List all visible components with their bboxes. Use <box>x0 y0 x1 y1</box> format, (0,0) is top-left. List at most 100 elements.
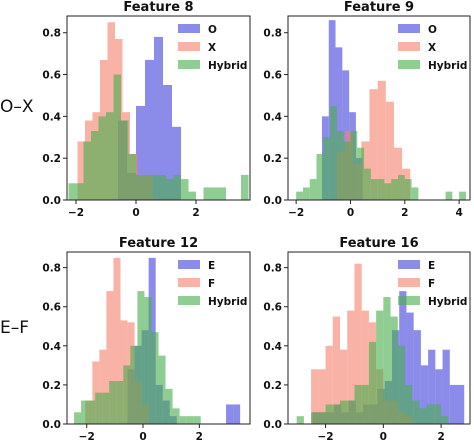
legend: OX Hybrid <box>178 24 247 72</box>
histogram-bar <box>390 316 398 424</box>
histogram-bar <box>361 310 369 424</box>
histogram-bar <box>123 365 131 424</box>
histogram-bar <box>81 400 89 424</box>
histogram-bar <box>420 365 429 424</box>
histogram-bar <box>347 400 355 424</box>
legend-swatch <box>178 278 200 287</box>
axes-frame <box>66 251 251 425</box>
histogram-bar <box>398 174 405 200</box>
legend-label: Hybrid <box>428 296 467 308</box>
histogram-bar <box>98 116 106 200</box>
histogram-bar <box>413 330 421 424</box>
legend-swatch <box>398 24 420 33</box>
histogram-bar <box>393 147 403 200</box>
histogram-bar <box>449 384 457 424</box>
legend-swatch <box>398 260 420 269</box>
histogram-bar <box>340 349 348 424</box>
histogram-bar <box>459 191 466 200</box>
histogram-bar <box>405 384 413 424</box>
legend-label: E <box>208 260 215 272</box>
histogram-bar <box>102 392 110 424</box>
histogram-bar <box>384 183 392 200</box>
histogram-bar <box>193 416 201 424</box>
histogram-bar <box>364 168 371 200</box>
series-hybrid <box>74 291 201 424</box>
subplot-3: Feature 12 0.0 0.2 0.4 0.6 0.8 −2 0 2 EF Hybrid <box>42 236 251 440</box>
histogram-bar <box>163 85 172 200</box>
histogram-bar <box>113 74 121 200</box>
histogram-bar <box>323 137 331 200</box>
y-tick-label: 0.6 <box>42 70 61 82</box>
legend-swatch <box>178 24 200 33</box>
histogram-bar <box>77 141 85 200</box>
histogram-bar <box>116 381 124 424</box>
legend-swatch <box>178 260 200 269</box>
histogram-bar <box>316 154 324 200</box>
histogram-bar <box>166 179 174 200</box>
y-tick-label: 0.2 <box>263 380 282 392</box>
histogram-bar <box>144 296 152 424</box>
histogram-bar <box>397 345 405 424</box>
histogram-bar <box>211 187 219 200</box>
histogram-bar <box>107 22 115 200</box>
histogram-bar <box>296 191 303 200</box>
histogram-bar <box>83 141 91 200</box>
histogram-bar <box>441 416 449 424</box>
histogram-bar <box>143 174 151 200</box>
axes-frame <box>66 15 251 201</box>
x-tick-label: 4 <box>455 207 462 219</box>
histogram-bar <box>354 384 362 424</box>
histogram-bar <box>241 174 249 200</box>
legend-swatch <box>178 42 200 51</box>
histogram-bar <box>350 131 358 200</box>
histogram-bar <box>99 349 107 424</box>
histogram-bar <box>457 384 465 424</box>
x-tick-label: 0 <box>139 431 146 440</box>
y-tick-label: 0.6 <box>42 302 61 314</box>
histogram-bar <box>428 349 436 424</box>
histogram-bar <box>188 191 196 200</box>
histogram-bar <box>325 404 333 424</box>
y-tick-label: 0.2 <box>263 153 282 165</box>
histogram-bar <box>226 404 234 424</box>
legend-swatch <box>178 296 200 305</box>
histogram-bar <box>136 174 144 200</box>
histogram-bar <box>130 345 138 424</box>
histogram-bar <box>109 381 117 424</box>
y-tick-label: 0.4 <box>42 111 61 123</box>
x-tick-label: 2 <box>196 431 203 440</box>
histogram-bar <box>385 101 394 200</box>
x-tick-label: 2 <box>401 207 408 219</box>
histogram-bar <box>136 105 145 200</box>
histogram-bar <box>302 187 310 200</box>
y-tick-label: 0.0 <box>42 419 61 431</box>
histogram-bar <box>68 183 76 200</box>
legend: EF Hybrid <box>178 260 247 308</box>
row-label-e-f: E–F <box>0 318 29 338</box>
subplot-title: Feature 16 <box>339 236 418 251</box>
histogram-bar <box>442 349 450 424</box>
x-tick-label: −2 <box>68 207 84 219</box>
histogram-bar <box>419 408 427 424</box>
legend-swatch <box>178 60 200 69</box>
legend-label: Hybrid <box>208 296 247 308</box>
histogram-bar <box>203 187 211 200</box>
histogram-bar <box>332 404 340 424</box>
histogram-bar <box>433 404 442 424</box>
histogram-bar <box>336 131 344 200</box>
histogram-bar <box>172 126 181 200</box>
histogram-bar <box>311 369 319 424</box>
histogram-bar <box>151 332 159 424</box>
row-label-o-x: O–X <box>0 97 34 117</box>
histogram-bar <box>330 105 337 200</box>
histogram-bar <box>165 388 173 424</box>
y-tick-label: 0.2 <box>42 380 61 392</box>
subplot-title: Feature 8 <box>123 0 193 15</box>
histogram-bar <box>233 404 241 424</box>
histogram-bar <box>411 187 419 200</box>
histogram-bar <box>106 291 114 424</box>
x-tick-label: 2 <box>192 207 199 219</box>
legend-label: O <box>208 24 217 36</box>
y-tick-label: 0.8 <box>263 263 282 275</box>
legend-label: X <box>208 42 216 54</box>
